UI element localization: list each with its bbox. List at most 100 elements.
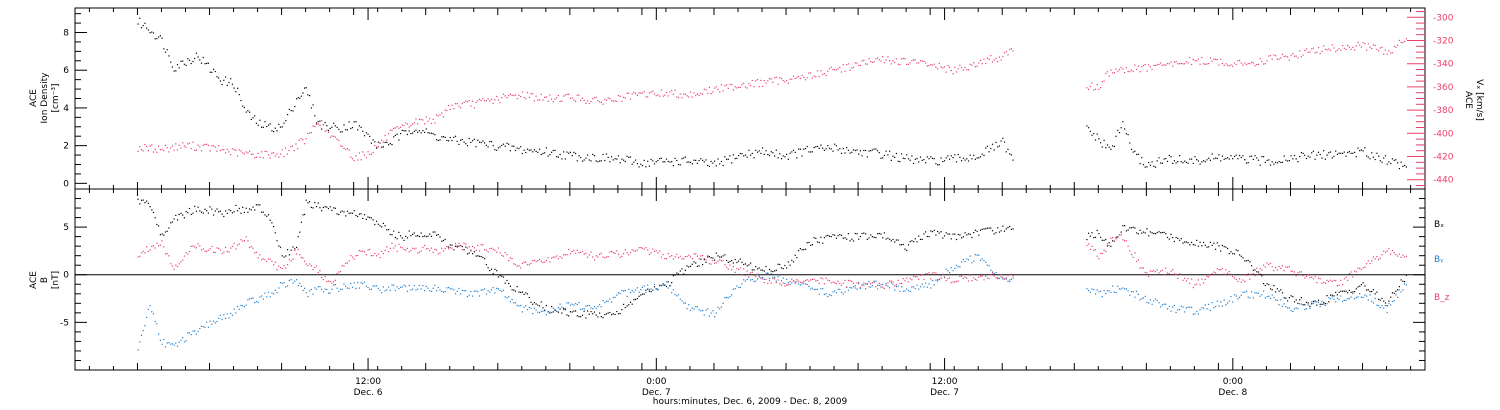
- bottom-series-1-point: [921, 238, 923, 240]
- top-series-right-point: [906, 63, 908, 65]
- bottom-series-1-point: [803, 249, 805, 251]
- top-series-right-point: [254, 157, 256, 159]
- bottom-series-3-point: [542, 261, 544, 264]
- bottom-series-1-point: [1319, 303, 1321, 305]
- bottom-series-2-point: [1177, 309, 1179, 311]
- bottom-series-1-point: [292, 246, 294, 248]
- bottom-series-1-point: [1355, 288, 1357, 290]
- bottom-series-1-point: [231, 212, 233, 214]
- top-series-left-point: [859, 150, 861, 152]
- top-series-left-point: [930, 156, 932, 158]
- bottom-series-1-point: [955, 238, 958, 241]
- bottom-series-1-point: [1108, 242, 1110, 244]
- top-series-right-point: [466, 101, 469, 103]
- bottom-series-3-point: [937, 279, 939, 281]
- top-series-left-point: [472, 140, 474, 142]
- bottom-series-2-point: [250, 297, 252, 300]
- bottom-series-1-point: [333, 207, 335, 209]
- top-series-left-point: [214, 70, 216, 73]
- bottom-series-2-point: [581, 308, 584, 310]
- bottom-series-3-point: [1122, 239, 1124, 241]
- top-series-left-point: [1228, 158, 1230, 160]
- top-series-right-point: [1215, 58, 1217, 61]
- bottom-series-3-point: [1127, 245, 1129, 247]
- top-series-left-point: [226, 84, 228, 86]
- top-series-left-point: [182, 60, 184, 62]
- bottom-series-2-point: [213, 320, 215, 322]
- bottom-series-2-point: [1268, 295, 1270, 297]
- bottom-series-2-point: [247, 299, 249, 301]
- top-series-right-point: [154, 148, 156, 150]
- bottom-series-3-point: [188, 250, 191, 253]
- bottom-series-2-point: [1120, 288, 1122, 290]
- bottom-series-2-point: [164, 346, 167, 348]
- bottom-series-1-point: [1372, 289, 1374, 291]
- bottom-series-1-point: [214, 210, 216, 212]
- bottom-series-1-point: [983, 228, 985, 230]
- bottom-series-1-point: [813, 237, 815, 239]
- top-series-left-point: [554, 149, 556, 151]
- bottom-series-2-point: [1336, 297, 1338, 299]
- bottom-series-2-point: [945, 268, 947, 270]
- bottom-series-2-point: [1122, 287, 1124, 289]
- bottom-series-3-point: [1209, 274, 1211, 276]
- bottom-series-3-point: [454, 243, 457, 245]
- bottom-series-3-point: [770, 282, 772, 284]
- bottom-series-3-point: [641, 247, 644, 249]
- bottom-series-2-point: [899, 290, 901, 293]
- top-series-left-point: [245, 111, 247, 113]
- bottom-series-2-point: [762, 276, 764, 279]
- top-series-right-point: [973, 62, 975, 64]
- top-series-left-point: [665, 158, 668, 160]
- top-series-left-point: [1388, 161, 1390, 163]
- top-series-left-point: [583, 159, 585, 161]
- bottom-series-3-point: [798, 280, 800, 282]
- top-series-right-point: [1324, 48, 1326, 50]
- top-series-right-point: [799, 77, 801, 80]
- bottom-series-3-point: [154, 247, 156, 249]
- bottom-series-2-point: [412, 288, 414, 290]
- bottom-series-3-point: [405, 249, 407, 251]
- top-series-right-point: [712, 91, 714, 93]
- bottom-series-3-point: [801, 281, 803, 283]
- top-series-left-point: [509, 150, 511, 152]
- top-series-right-point: [233, 149, 235, 151]
- bottom-series-3-point: [1275, 267, 1277, 269]
- bottom-series-2-point: [885, 283, 887, 285]
- top-left-tick-label: 8: [63, 29, 69, 39]
- top-series-right-point: [472, 100, 474, 102]
- top-series-right-point: [1379, 47, 1381, 49]
- bottom-series-3-point: [1371, 260, 1373, 262]
- bottom-series-3-point: [882, 286, 884, 288]
- bottom-series-3-point: [904, 280, 906, 282]
- bottom-series-1-point: [237, 210, 239, 212]
- bottom-series-3-point: [629, 252, 632, 254]
- bottom-series-1-point: [882, 237, 884, 239]
- bottom-series-2-point: [743, 279, 745, 281]
- top-series-left-point: [619, 162, 621, 164]
- top-series-left-point: [576, 160, 578, 162]
- bottom-series-3-point: [314, 266, 316, 269]
- bottom-series-1-point: [631, 303, 633, 305]
- bottom-series-1-point: [743, 263, 745, 266]
- top-series-right-point: [214, 146, 216, 148]
- top-series-left-point: [1091, 134, 1093, 136]
- bottom-series-3-point: [1141, 267, 1143, 269]
- bottom-series-2-point: [619, 292, 621, 295]
- top-series-left-point: [446, 139, 448, 142]
- bottom-series-3-point: [339, 270, 342, 273]
- bottom-series-1-point: [273, 226, 275, 228]
- bottom-series-3-point: [1110, 237, 1112, 239]
- top-series-right-point: [1338, 48, 1340, 50]
- top-series-left-point: [533, 149, 535, 151]
- bottom-series-1-point: [976, 230, 978, 232]
- bottom-series-2-point: [176, 345, 179, 347]
- top-series-right-point: [930, 64, 932, 66]
- bottom-series-1-point: [1163, 231, 1165, 233]
- top-series-right-point: [727, 87, 729, 89]
- bottom-series-2-point: [139, 341, 141, 343]
- top-series-right-point: [190, 147, 192, 150]
- bottom-series-3-point: [144, 252, 146, 254]
- top-series-left-point: [1256, 157, 1258, 159]
- bottom-series-1-point: [211, 208, 213, 210]
